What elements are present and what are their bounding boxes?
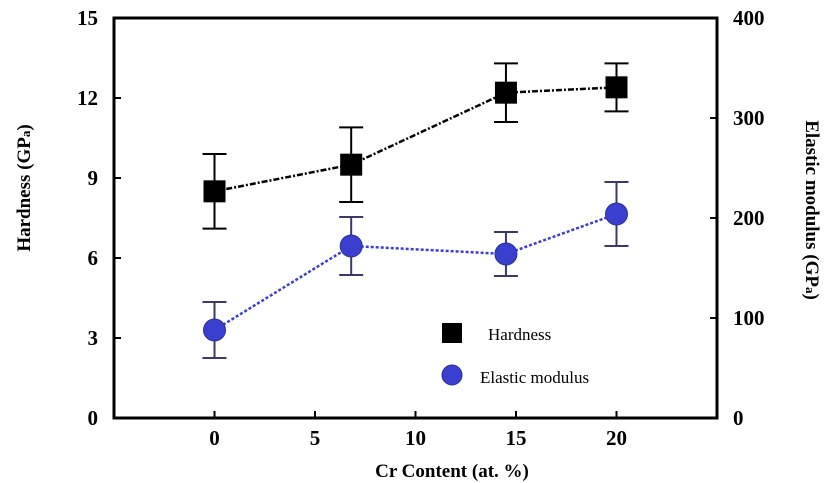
legend-marker-hardness (442, 323, 462, 343)
y-left-tick-label: 3 (88, 326, 99, 350)
y-right-tick-label: 0 (733, 406, 744, 430)
y-left-tick-label: 15 (77, 6, 98, 30)
y-left-tick-label: 12 (77, 86, 98, 110)
elastic-modulus-point (494, 242, 518, 266)
series-layer (202, 62, 629, 359)
x-tick-label: 5 (310, 426, 321, 450)
y-right-tick-label: 200 (733, 206, 765, 230)
elastic-modulus-point (605, 202, 628, 226)
y-right-tick-label: 300 (733, 106, 765, 130)
x-tick-label: 10 (405, 426, 426, 450)
legend-label-elastic-modulus: Elastic modulus (480, 368, 589, 387)
x-axis-title: Cr Content (at. %) (375, 461, 529, 482)
legend: Hardness Elastic modulus (441, 323, 589, 387)
x-tick-label: 20 (606, 426, 627, 450)
y-axis-right-title: Elastic modulus (GPa) (801, 120, 822, 300)
x-tick-label: 15 (506, 426, 527, 450)
y-left-tick-label: 9 (88, 166, 99, 190)
legend-marker-elastic-modulus (441, 364, 463, 386)
y-right-tick-label: 100 (733, 306, 765, 330)
hardness-line (214, 86, 617, 193)
y-left-tick-label: 6 (88, 246, 99, 270)
hardness-point (203, 180, 226, 203)
hardness-point (494, 81, 517, 104)
hardness-point (340, 153, 363, 176)
legend-label-hardness: Hardness (488, 325, 551, 344)
x-tick-label: 0 (209, 426, 220, 450)
y-axis-left-title: Hardness (GPa) (14, 124, 35, 251)
y-right-tick-label: 400 (733, 6, 765, 30)
elastic-modulus-point (339, 234, 363, 258)
elastic-modulus-point (203, 318, 226, 342)
elastic-modulus-line (213, 212, 617, 332)
hardness-point (605, 76, 628, 99)
y-left-tick-label: 0 (88, 406, 99, 430)
